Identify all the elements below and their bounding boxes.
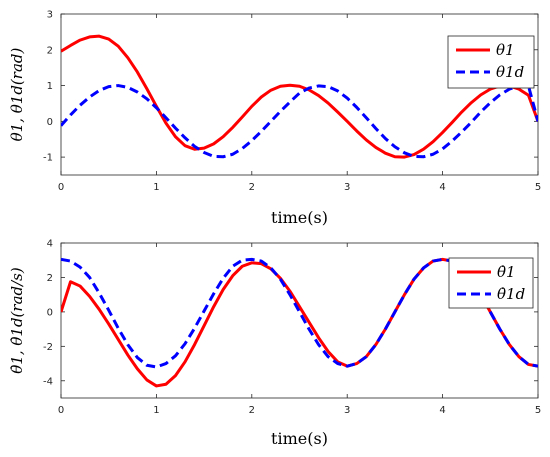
x-tick-label: 4 (439, 182, 445, 193)
y-tick-label: 2 (47, 45, 53, 56)
x-tick-label: 5 (535, 182, 541, 193)
x-tick-label: 5 (535, 405, 541, 416)
x-axis-label: time(s) (271, 429, 328, 448)
y-tick-label: -4 (43, 376, 53, 387)
x-tick-label: 3 (344, 405, 350, 416)
x-axis-label: time(s) (271, 208, 328, 227)
y-axis-label: θ1, θ1d(rad) (8, 48, 26, 142)
x-tick-label: 1 (153, 182, 159, 193)
x-tick-label: 0 (58, 182, 64, 193)
y-tick-label: 0 (47, 117, 53, 128)
legend-box (448, 257, 534, 309)
legend-label-2: θ̇1d (497, 285, 525, 303)
legend-label-2: θ1d (496, 63, 524, 81)
y-tick-label: -1 (43, 153, 53, 164)
y-axis-label: θ̇1, θ̇1d(rad/s) (8, 267, 26, 374)
x-tick-label: 3 (344, 182, 350, 193)
series-line-1 (61, 34, 538, 159)
legend-label-1: θ1 (496, 41, 515, 59)
x-tick-label: 4 (439, 405, 445, 416)
series-line-2 (61, 257, 538, 369)
y-tick-label: 3 (47, 10, 53, 21)
x-tick-label: 0 (58, 405, 64, 416)
series-line-2 (61, 84, 538, 159)
y-tick-label: 4 (47, 239, 53, 250)
legend-box (447, 35, 535, 89)
y-tick-label: -2 (43, 342, 53, 353)
x-tick-label: 1 (153, 405, 159, 416)
y-tick-label: 1 (47, 81, 53, 92)
legend: θ̇1 θ̇1d (448, 257, 534, 309)
y-tick-label: 2 (47, 273, 53, 284)
legend-label-1: θ̇1 (497, 263, 516, 281)
x-tick-label: 2 (249, 182, 255, 193)
x-tick-label: 2 (249, 405, 255, 416)
y-tick-label: 0 (47, 307, 53, 318)
